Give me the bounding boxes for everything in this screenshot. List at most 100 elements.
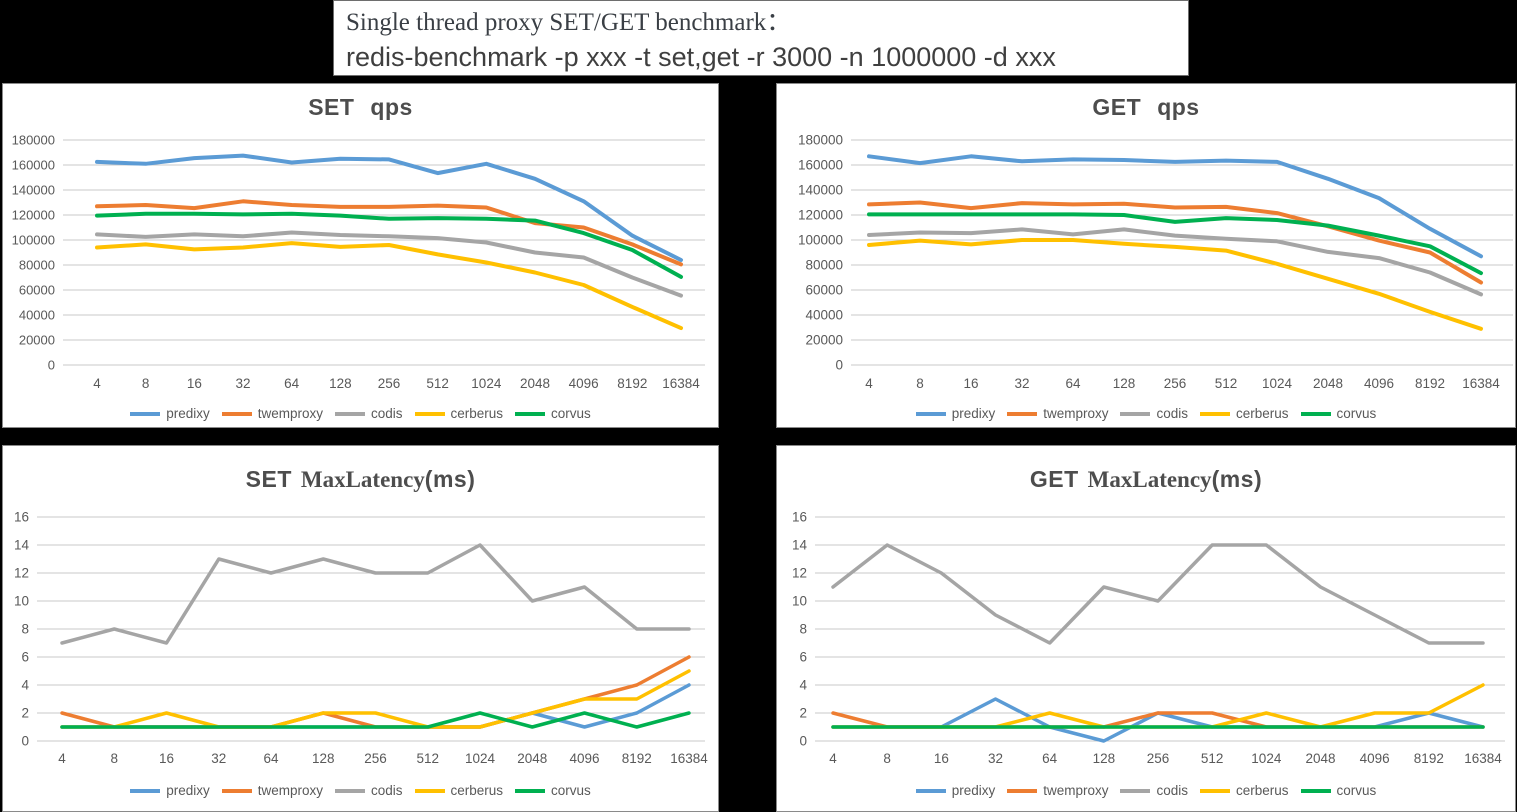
benchmark-title-line2: redis-benchmark -p xxx -t set,get -r 300… — [346, 42, 1056, 72]
x-axis-label: 32 — [211, 751, 226, 766]
legend-swatch-twemproxy — [1007, 411, 1038, 416]
chart-canvas-set-qps: 0 20000 40000 60000 80000 100000 120000 140000 1… — [12, 133, 705, 391]
legend-swatch-corvus — [515, 411, 546, 416]
y-axis-label: 40000 — [805, 308, 843, 323]
x-axis-label: 1024 — [471, 376, 502, 391]
series-line-codis — [60, 543, 691, 645]
y-axis-label: 20000 — [805, 333, 843, 348]
y-axis-label: 8 — [21, 622, 29, 637]
x-axis-label: 1024 — [1262, 376, 1293, 391]
series-line-predixy — [60, 683, 691, 729]
x-axis-label: 16 — [934, 751, 949, 766]
x-axis-label: 512 — [1215, 376, 1238, 391]
y-axis-label: 60000 — [805, 283, 843, 298]
x-axis-label: 2048 — [1305, 751, 1335, 766]
legend-item-corvus: corvus — [1300, 406, 1376, 421]
x-axis-label: 4 — [93, 376, 101, 391]
x-axis-label: 128 — [1093, 751, 1116, 766]
legend-label: corvus — [551, 783, 591, 798]
legend-swatch-corvus — [515, 788, 546, 793]
x-axis-label: 4 — [829, 751, 837, 766]
chart-title-get-qps: GET qps — [777, 94, 1515, 121]
legend-label: corvus — [1336, 783, 1377, 798]
chart-panel-get-maxlatency: 0 2 4 6 8 10 12 14 16 4 8 16 32 64 128 256 512 1024 2048 40… — [776, 445, 1516, 812]
y-axis-label: 14 — [14, 538, 30, 553]
legend-label: twemproxy — [1043, 406, 1109, 421]
x-axis-label: 16384 — [1462, 376, 1500, 391]
y-axis-label: 80000 — [805, 258, 843, 273]
legend-label: cerberus — [450, 406, 504, 421]
x-axis-label: 8 — [883, 751, 891, 766]
chart-panel-set-maxlatency: 0 2 4 6 8 10 12 14 16 4 8 16 32 64 128 256 512 1024 2048 40… — [2, 445, 719, 812]
series-line-predixy — [867, 154, 1483, 259]
chart-legend: predixy twemproxy codis cerberus corvus — [3, 783, 718, 798]
x-axis-label: 1024 — [1251, 751, 1282, 766]
chart-title-set-qps: SET qps — [3, 94, 718, 121]
legend-label: codis — [1156, 406, 1188, 421]
legend-item-twemproxy: twemproxy — [221, 783, 323, 798]
x-axis-label: 16 — [159, 751, 174, 766]
chart-title-text: qps — [370, 94, 413, 120]
x-axis-label: 8192 — [617, 376, 647, 391]
series-line-corvus — [60, 711, 691, 729]
y-axis-label: 4 — [799, 678, 807, 693]
chart-title-text: MaxLatency — [300, 467, 425, 492]
series-line-twemproxy — [95, 199, 683, 267]
y-axis-label: 120000 — [12, 208, 55, 223]
chart-title-text: qps — [1157, 94, 1200, 120]
x-axis-label: 128 — [329, 376, 352, 391]
legend-item-predixy: predixy — [130, 406, 210, 421]
x-axis-label: 32 — [235, 376, 250, 391]
legend-item-codis: codis — [1120, 783, 1188, 798]
x-axis-label: 8 — [110, 751, 118, 766]
x-axis-label: 4096 — [1360, 751, 1390, 766]
y-axis-label: 180000 — [798, 133, 843, 148]
y-axis-label: 180000 — [12, 133, 55, 148]
x-axis-label: 4096 — [1364, 376, 1394, 391]
series-line-cerberus — [95, 241, 683, 331]
y-axis-label: 12 — [14, 566, 29, 581]
x-axis-label: 512 — [1201, 751, 1224, 766]
legend-label: cerberus — [1236, 783, 1289, 798]
chart-legend: predixy twemproxy codis cerberus corvus — [777, 783, 1515, 798]
chart-title-text: (ms) — [1211, 466, 1263, 492]
y-axis-label: 100000 — [12, 233, 55, 248]
y-axis-label: 20000 — [19, 333, 55, 348]
series-line-predixy — [95, 153, 683, 262]
legend-label: codis — [1156, 783, 1188, 798]
series-line-twemproxy — [867, 200, 1483, 285]
legend-swatch-codis — [1120, 411, 1151, 416]
series-line-codis — [95, 230, 683, 298]
legend-item-predixy: predixy — [915, 406, 995, 421]
chart-title-text: (ms) — [424, 466, 476, 492]
y-axis-label: 80000 — [19, 258, 55, 273]
x-axis-label: 32 — [1014, 376, 1029, 391]
y-axis-label: 6 — [21, 650, 29, 665]
x-axis-label: 2048 — [520, 376, 550, 391]
legend-item-twemproxy: twemproxy — [1007, 783, 1108, 798]
x-axis-label: 64 — [1042, 751, 1058, 766]
chart-legend: predixy twemproxy codis cerberus corvus — [777, 406, 1515, 421]
series-line-codis — [867, 227, 1483, 297]
x-axis-label: 256 — [1164, 376, 1187, 391]
y-axis-label: 14 — [792, 538, 808, 553]
legend-swatch-codis — [1120, 788, 1151, 793]
y-axis-label: 100000 — [798, 233, 843, 248]
x-axis-label: 2048 — [517, 751, 547, 766]
chart-canvas-get-lat: 0 2 4 6 8 10 12 14 16 4 8 16 32 64 128 256 512 1024 2048 40… — [792, 510, 1505, 766]
y-axis-label: 2 — [799, 706, 807, 721]
legend-swatch-twemproxy — [221, 411, 252, 416]
legend-swatch-cerberus — [414, 411, 445, 416]
legend-swatch-predixy — [130, 411, 161, 416]
legend-swatch-codis — [334, 411, 365, 416]
y-axis-label: 0 — [48, 358, 55, 373]
x-axis-label: 8192 — [622, 751, 652, 766]
legend-item-cerberus: cerberus — [1200, 406, 1289, 421]
x-axis-label: 8 — [142, 376, 150, 391]
y-axis-label: 0 — [799, 734, 807, 749]
legend-label: twemproxy — [257, 406, 323, 421]
y-axis-label: 16 — [14, 510, 29, 525]
chart-canvas-get-qps: 0 20000 40000 60000 80000 100000 120000 140000 1… — [798, 133, 1513, 391]
y-axis-label: 10 — [14, 594, 29, 609]
